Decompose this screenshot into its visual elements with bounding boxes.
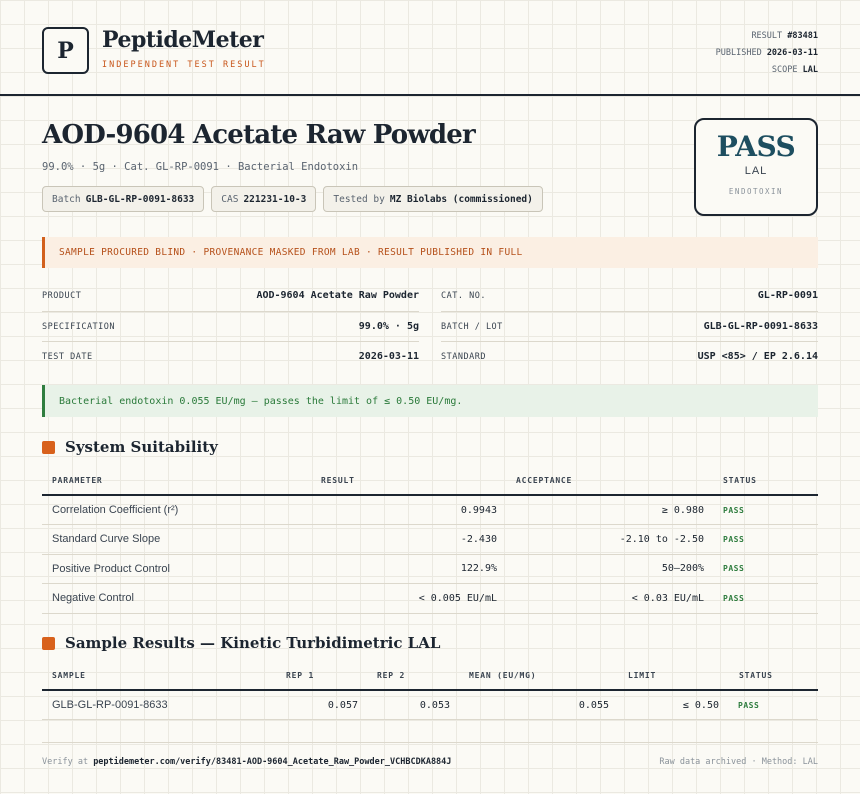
table-row: Standard Curve Slope -2.430 -2.10 to -2.…: [42, 524, 818, 555]
column-header: STATUS: [704, 467, 818, 496]
acceptance-cell: -2.10 to -2.50: [497, 524, 704, 555]
result-summary-banner: Bacterial endotoxin 0.055 EU/mg — passes…: [42, 385, 818, 417]
result-id: #83481: [787, 31, 818, 41]
detail-label: PRODUCT: [42, 291, 82, 301]
limit-cell: ≤ 0.50: [609, 690, 719, 720]
mean-cell: 0.055: [450, 690, 609, 720]
cas-chip: CAS 221231-10-3: [211, 186, 317, 212]
table-row: GLB-GL-RP-0091-8633 0.057 0.053 0.055 ≤ …: [42, 690, 818, 720]
published-date: 2026-03-11: [766, 48, 818, 58]
page-title: AOD-9604 Acetate Raw Powder: [42, 120, 476, 150]
provenance-notice: SAMPLE PROCURED BLIND · PROVENANCE MASKE…: [42, 237, 818, 268]
result-cell: -2.430: [321, 524, 497, 555]
detail-label: SPECIFICATION: [42, 322, 116, 332]
column-header: REP 2: [358, 662, 450, 691]
result-cell: < 0.005 EU/mL: [321, 583, 497, 614]
status-badge: PASS: [719, 690, 818, 720]
divider: [441, 311, 818, 312]
result-cell: 0.9943: [321, 495, 497, 525]
status-badge: PASS: [704, 583, 818, 614]
chip-label: CAS: [221, 193, 239, 205]
rep1-cell: 0.057: [244, 690, 358, 720]
section-title-text: Sample Results — Kinetic Turbidimetric L…: [65, 634, 441, 652]
status-badge: PASS: [704, 524, 818, 555]
detail-label: CAT. NO.: [441, 291, 486, 301]
footer-divider: [42, 742, 818, 743]
verify-footer: Verify at peptidemeter.com/verify/83481-…: [42, 757, 451, 767]
column-header: REP 1: [244, 662, 358, 691]
status-badge: PASS: [704, 554, 818, 584]
product-subtitle: 99.0% · 5g · Cat. GL-RP-0091 · Bacterial…: [42, 161, 359, 173]
status-badge: PASS: [704, 495, 818, 525]
detail-value: 2026-03-11: [358, 351, 419, 362]
parameter-cell: Negative Control: [42, 583, 321, 614]
table-header-row: SAMPLE REP 1 REP 2 MEAN (EU/MG) LIMIT ST…: [42, 662, 818, 691]
divider: [441, 341, 818, 342]
table-row: Positive Product Control 122.9% 50–200% …: [42, 554, 818, 584]
parameter-cell: Standard Curve Slope: [42, 524, 321, 555]
section-marker-icon: [42, 440, 55, 454]
suitability-table: PARAMETER RESULT ACCEPTANCE STATUS Corre…: [42, 467, 818, 614]
section-heading-suitability: System Suitability: [42, 438, 218, 456]
detail-value: GLB-GL-RP-0091-8633: [703, 321, 818, 332]
column-header: LIMIT: [609, 662, 719, 691]
table-row: Correlation Coefficient (r²) 0.9943 ≥ 0.…: [42, 495, 818, 525]
verify-label: Verify at: [42, 757, 89, 767]
brand-name: PeptideMeter: [102, 27, 264, 53]
chip-label: Batch: [52, 193, 81, 205]
table-row: Negative Control < 0.005 EU/mL < 0.03 EU…: [42, 583, 818, 614]
detail-value: USP <85> / EP 2.6.14: [697, 351, 818, 362]
chip-value: 221231-10-3: [243, 193, 307, 205]
section-heading-samples: Sample Results — Kinetic Turbidimetric L…: [42, 634, 440, 652]
verdict-category: ENDOTOXIN: [728, 187, 784, 196]
tested-by-chip: Tested by MZ Biolabs (commissioned): [323, 186, 543, 212]
table-header-row: PARAMETER RESULT ACCEPTANCE STATUS: [42, 467, 818, 496]
detail-value: GL-RP-0091: [757, 290, 818, 301]
divider: [42, 311, 419, 312]
acceptance-cell: 50–200%: [497, 554, 704, 584]
batch-chip: Batch GLB-GL-RP-0091-8633: [42, 186, 205, 212]
acceptance-cell: ≥ 0.980: [497, 495, 704, 525]
section-title-text: System Suitability: [65, 438, 218, 456]
chip-value: GLB-GL-RP-0091-8633: [85, 193, 195, 205]
divider: [42, 341, 419, 342]
column-header: PARAMETER: [42, 467, 321, 496]
detail-label: STANDARD: [441, 352, 486, 362]
brand-logo: P: [42, 27, 89, 74]
parameter-cell: Correlation Coefficient (r²): [42, 495, 321, 525]
verdict-stamp: PASS LAL ENDOTOXIN: [694, 118, 818, 216]
page-header: P PeptideMeter INDEPENDENT TEST RESULT R…: [0, 0, 860, 96]
detail-label: BATCH / LOT: [441, 322, 503, 332]
verify-link[interactable]: peptidemeter.com/verify/83481-AOD-9604_A…: [93, 757, 452, 767]
result-cell: 122.9%: [321, 554, 497, 584]
scope-value: LAL: [802, 65, 818, 75]
detail-label: TEST DATE: [42, 352, 93, 362]
verdict-method: LAL: [744, 165, 768, 177]
parameter-cell: Positive Product Control: [42, 554, 321, 584]
sample-results-table: SAMPLE REP 1 REP 2 MEAN (EU/MG) LIMIT ST…: [42, 662, 818, 720]
column-header: SAMPLE: [42, 662, 244, 691]
column-header: ACCEPTANCE: [497, 467, 704, 496]
acceptance-cell: < 0.03 EU/mL: [497, 583, 704, 614]
sample-cell: GLB-GL-RP-0091-8633: [42, 690, 244, 720]
archive-note: Raw data archived · Method: LAL: [659, 757, 818, 767]
section-marker-icon: [42, 636, 55, 650]
detail-value: AOD-9604 Acetate Raw Powder: [256, 290, 419, 301]
column-header: MEAN (EU/MG): [450, 662, 609, 691]
result-meta: RESULT #83481 PUBLISHED 2026-03-11 SCOPE…: [716, 28, 818, 79]
column-header: STATUS: [719, 662, 818, 691]
chip-value: MZ Biolabs (commissioned): [389, 193, 533, 205]
chip-label: Tested by: [333, 193, 385, 205]
rep2-cell: 0.053: [358, 690, 450, 720]
result-id-label: RESULT: [751, 31, 783, 41]
scope-label: SCOPE: [771, 65, 798, 75]
detail-value: 99.0% · 5g: [358, 321, 419, 332]
product-chips: Batch GLB-GL-RP-0091-8633 CAS 221231-10-3 …: [42, 186, 543, 212]
verdict-word: PASS: [716, 130, 796, 163]
brand-subtitle: INDEPENDENT TEST RESULT: [102, 60, 266, 70]
column-header: RESULT: [321, 467, 497, 496]
published-label: PUBLISHED: [715, 48, 762, 58]
